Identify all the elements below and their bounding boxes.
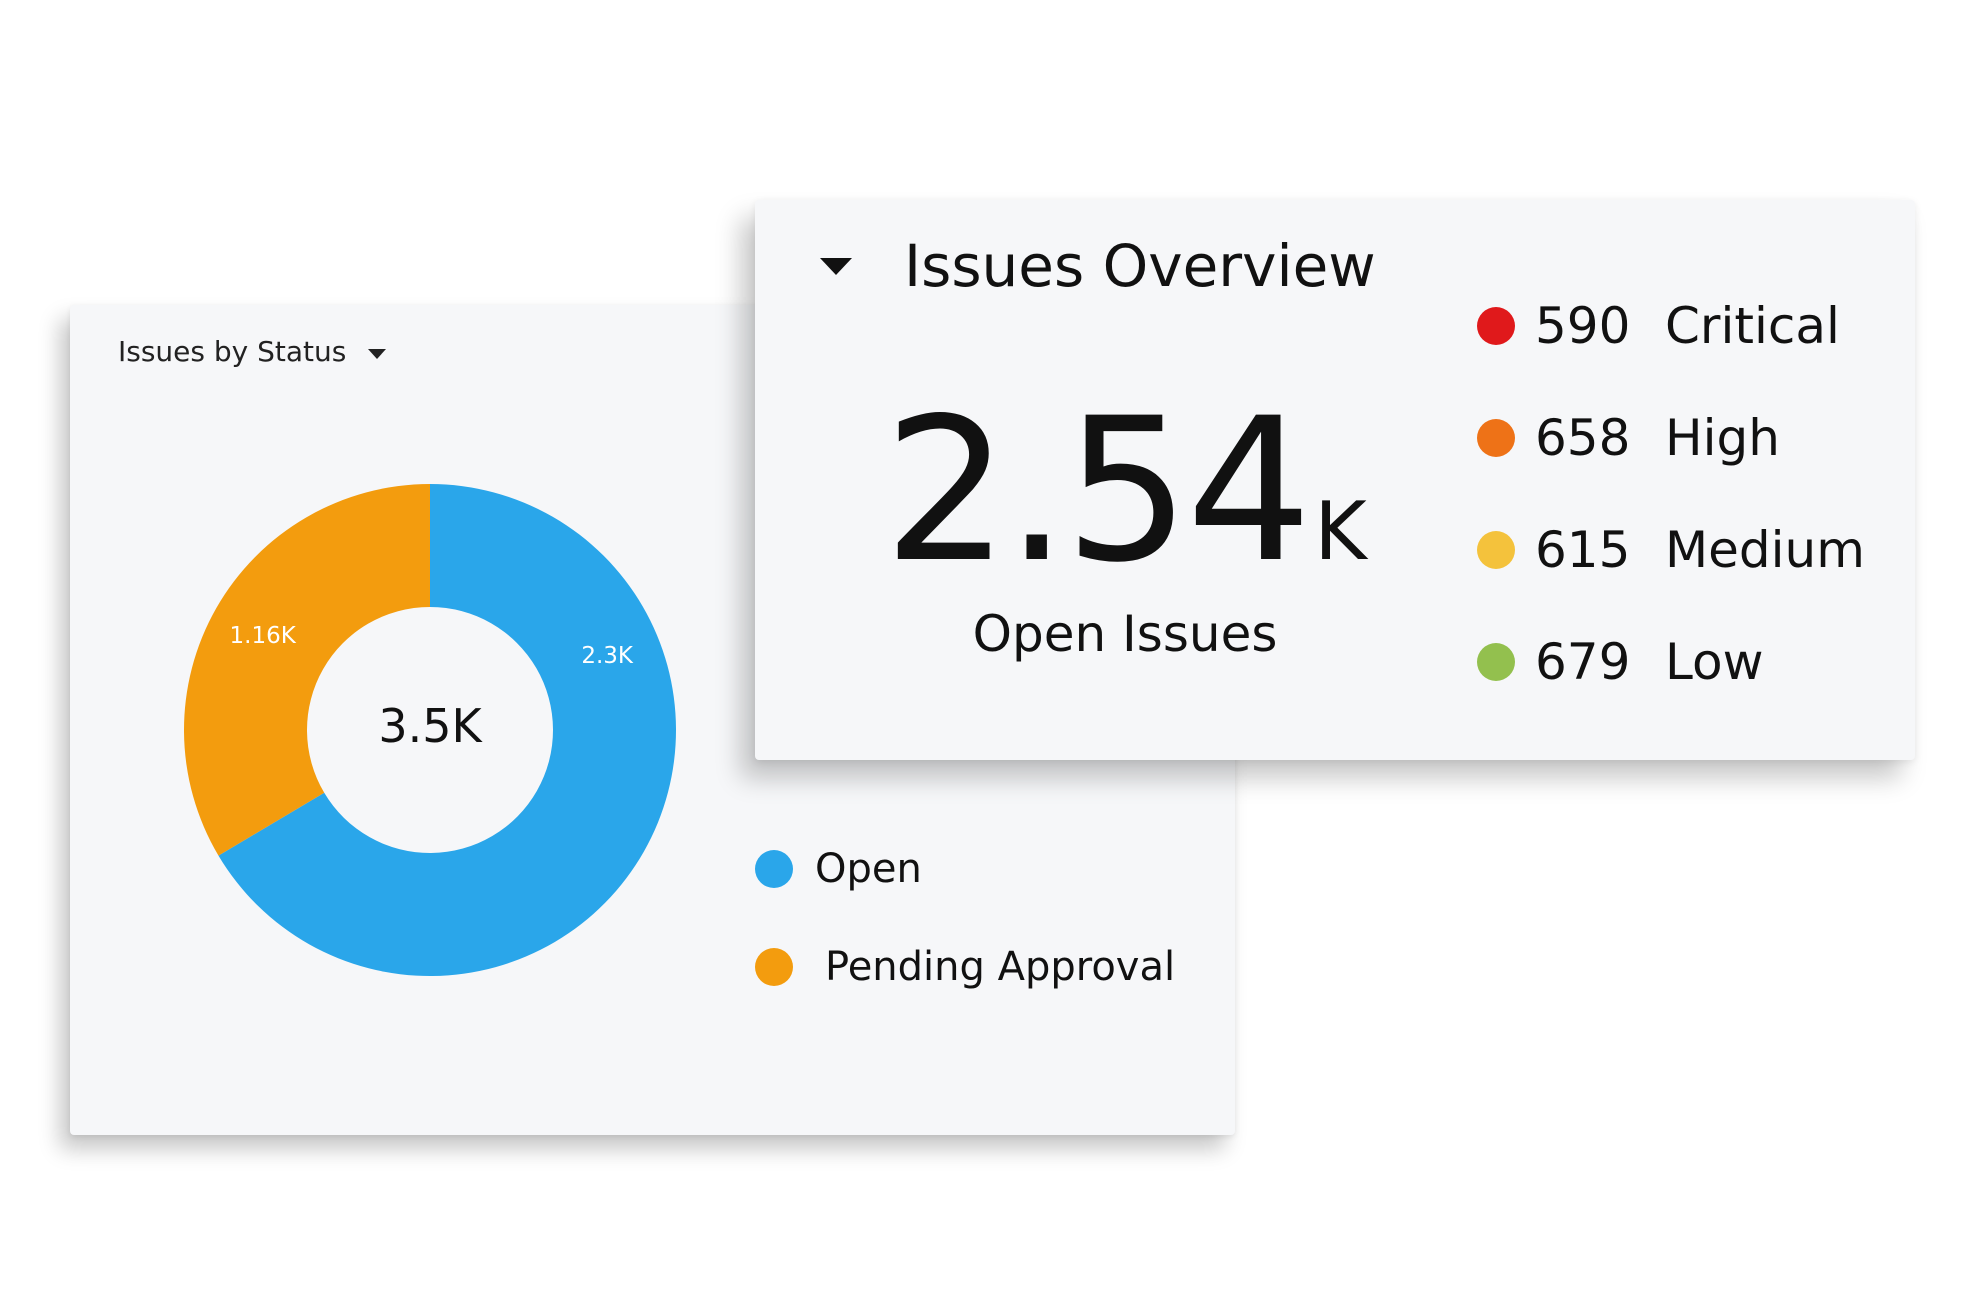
issues-by-status-title: Issues by Status xyxy=(118,335,347,368)
severity-count: 615 xyxy=(1535,521,1631,579)
donut-data-label: 1.16K xyxy=(230,623,297,649)
status-legend: Open Pending Approval xyxy=(755,820,1175,1016)
severity-low[interactable]: 679 Low xyxy=(1477,606,1865,718)
severity-label: High xyxy=(1665,409,1780,467)
severity-count: 590 xyxy=(1535,297,1631,355)
issues-overview-title: Issues Overview xyxy=(904,232,1376,300)
high-dot-icon xyxy=(1477,419,1515,457)
open-issues-total: 2.54 K xyxy=(883,392,1366,590)
donut-data-label: 2.3K xyxy=(581,643,634,669)
legend-item-pending-approval[interactable]: Pending Approval xyxy=(755,918,1175,1016)
severity-high[interactable]: 658 High xyxy=(1477,382,1865,494)
status-donut-chart: 3.5K 2.3K 1.16K xyxy=(184,484,676,976)
medium-dot-icon xyxy=(1477,531,1515,569)
pending-dot-icon xyxy=(755,948,793,986)
severity-critical[interactable]: 590 Critical xyxy=(1477,270,1865,382)
low-dot-icon xyxy=(1477,643,1515,681)
issues-overview-toggle[interactable]: Issues Overview xyxy=(820,232,1376,300)
severity-count: 679 xyxy=(1535,633,1631,691)
severity-label: Medium xyxy=(1665,521,1865,579)
severity-count: 658 xyxy=(1535,409,1631,467)
open-dot-icon xyxy=(755,850,793,888)
donut-center-total: 3.5K xyxy=(378,699,483,753)
open-issues-unit: K xyxy=(1314,485,1367,578)
open-issues-label: Open Issues xyxy=(972,605,1278,663)
legend-label: Pending Approval xyxy=(825,944,1176,990)
caret-down-icon xyxy=(368,348,387,359)
issues-by-status-dropdown[interactable]: Issues by Status xyxy=(118,335,387,368)
issues-overview-card: Issues Overview 2.54 K Open Issues 590 C… xyxy=(755,200,1915,760)
donut-slice-open[interactable] xyxy=(218,484,676,976)
severity-label: Critical xyxy=(1665,297,1840,355)
open-issues-number: 2.54 xyxy=(883,375,1312,606)
critical-dot-icon xyxy=(1477,307,1515,345)
legend-label: Open xyxy=(815,846,922,892)
caret-down-icon xyxy=(820,257,852,275)
severity-label: Low xyxy=(1665,633,1764,691)
severity-list: 590 Critical 658 High 615 Medium 679 Low xyxy=(1477,270,1865,718)
legend-item-open[interactable]: Open xyxy=(755,820,1175,918)
donut-slice-pending-approval[interactable] xyxy=(184,484,430,856)
severity-medium[interactable]: 615 Medium xyxy=(1477,494,1865,606)
